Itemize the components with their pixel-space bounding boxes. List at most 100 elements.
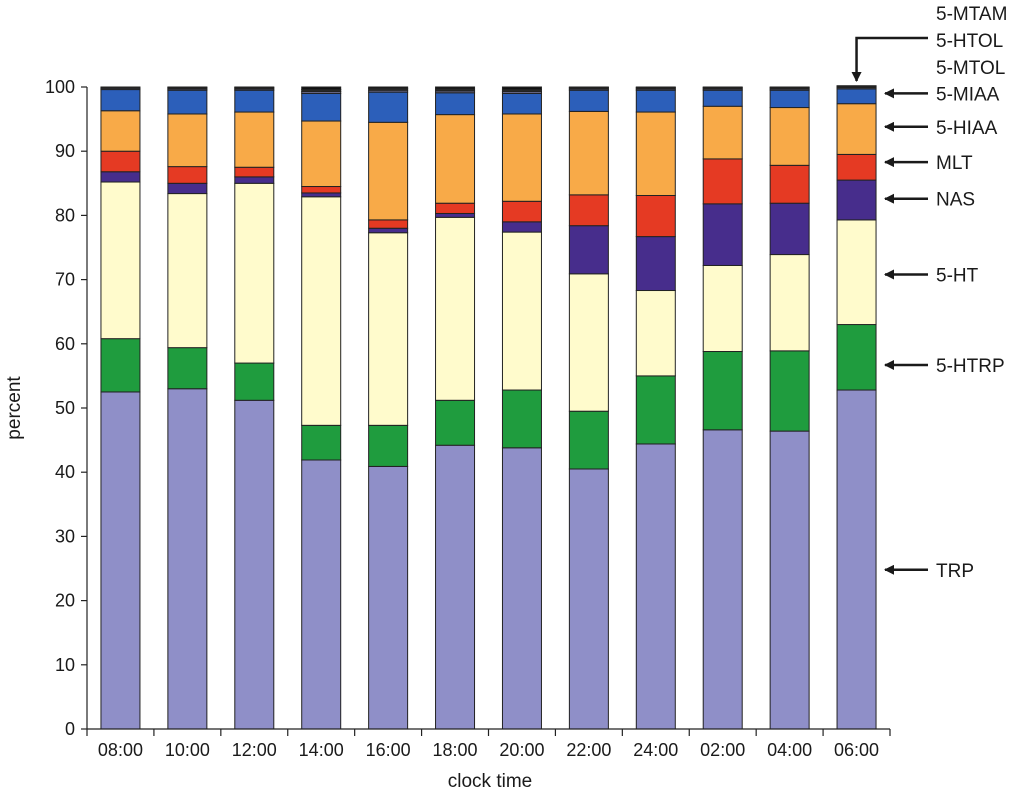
bar-segment-5-hiaa — [635, 111, 676, 196]
bar-segment-5-ht — [836, 219, 877, 326]
bar-segment-5-mtam — [635, 86, 676, 89]
y-tick-label: 40 — [55, 462, 75, 482]
bar-segment-5-miaa — [769, 89, 810, 109]
bar-segment-5-miaa — [301, 92, 342, 122]
bar-segment-trp — [368, 465, 409, 730]
bar-segment-nas — [769, 202, 810, 256]
legend: 5-MTAM 5-HTOL 5-MTOL 5-MIAA 5-HIAA MLT NAS 5-HT… — [851, 4, 1007, 582]
bar-stack — [769, 86, 810, 730]
legend-label-5-mtol: 5-MTOL — [936, 58, 1005, 79]
bar-segment-5-htrp — [167, 347, 208, 390]
x-tick-label: 18:00 — [433, 740, 478, 760]
y-axis: 0 10 20 30 40 50 60 70 80 90 100 — [45, 77, 88, 739]
bar-segment-mlt — [234, 166, 275, 178]
x-axis: 08:00 10:00 12:00 14:00 16:00 18:00 20:00 22:00… — [86, 728, 891, 760]
x-tick-label: 08:00 — [98, 740, 143, 760]
bar-segment-5-ht — [301, 196, 342, 426]
bar-segment-5-miaa — [568, 89, 609, 112]
bar-segment-5-miaa — [100, 89, 141, 112]
bar-segment-5-mtam — [301, 86, 342, 91]
bar-segment-5-ht — [635, 290, 676, 377]
bar-segment-5-miaa — [702, 89, 743, 107]
bar-segment-5-ht — [100, 181, 141, 340]
bar-segment-5-hiaa — [568, 110, 609, 196]
x-tick-label: 24:00 — [633, 740, 678, 760]
bar-segment-5-hiaa — [836, 103, 877, 155]
bar-segment-nas — [702, 203, 743, 266]
legend-label-5-htol: 5-HTOL — [936, 31, 1003, 52]
bar-segment-nas — [435, 212, 476, 218]
x-tick-label: 10:00 — [165, 740, 210, 760]
bar-segment-5-ht — [435, 216, 476, 401]
bar-segment-nas — [368, 227, 409, 234]
bar-stack — [501, 86, 542, 730]
bar-segment-5-hiaa — [702, 105, 743, 160]
bar-segment-nas — [100, 171, 141, 183]
bar-segment-5-hiaa — [167, 113, 208, 168]
bar-stack — [301, 86, 342, 730]
bar-segment-mlt — [167, 166, 208, 184]
y-axis-title: percent — [4, 376, 25, 440]
bar-segment-5-htrp — [635, 375, 676, 445]
y-tick-label: 10 — [55, 655, 75, 675]
bar-segment-nas — [568, 225, 609, 275]
bar-stack — [836, 85, 877, 730]
bar-segment-trp — [501, 447, 542, 730]
bar-segment-5-ht — [167, 193, 208, 349]
bar-segment-mlt — [100, 150, 141, 173]
bar-stack — [368, 86, 409, 730]
legend-label-5-hiaa: 5-HIAA — [936, 118, 998, 139]
bar-segment-5-ht — [568, 273, 609, 412]
y-tick-label: 30 — [55, 526, 75, 546]
bar-segment-5-mtam — [702, 86, 743, 89]
bar-segment-mlt — [568, 194, 609, 227]
y-tick-label: 0 — [65, 719, 75, 739]
bar-segment-5-mtam — [836, 85, 877, 87]
x-tick-label: 04:00 — [767, 740, 812, 760]
x-tick-label: 22:00 — [566, 740, 611, 760]
bar-segment-5-htrp — [501, 389, 542, 449]
legend-label-5-mtam: 5-MTAM — [936, 4, 1007, 25]
bar-segment-5-ht — [702, 264, 743, 353]
bar-segment-mlt — [702, 158, 743, 205]
legend-label-nas: NAS — [936, 190, 975, 211]
y-tick-label: 80 — [55, 205, 75, 225]
y-tick-label: 60 — [55, 334, 75, 354]
x-tick-label: 06:00 — [834, 740, 879, 760]
bar-stack — [635, 86, 676, 730]
bar-segment-5-miaa — [435, 92, 476, 116]
bar-segment-mlt — [769, 164, 810, 204]
bar-segment-5-miaa — [836, 88, 877, 105]
bar-segment-nas — [301, 192, 342, 198]
bar-segment-mlt — [836, 153, 877, 181]
bar-segment-5-ht — [234, 182, 275, 364]
bar-segment-5-mtam — [167, 86, 208, 89]
bar-segment-nas — [234, 176, 275, 184]
bar-segment-trp — [167, 388, 208, 730]
bar-segment-nas — [501, 221, 542, 233]
x-tick-label: 14:00 — [299, 740, 344, 760]
bar-segment-5-hiaa — [435, 114, 476, 204]
bar-segment-5-miaa — [167, 89, 208, 115]
bar-segment-5-htrp — [435, 399, 476, 446]
x-tick-label: 20:00 — [499, 740, 544, 760]
bar-segment-5-miaa — [501, 92, 542, 115]
bar-segment-5-hiaa — [234, 111, 275, 168]
bar-segment-5-miaa — [234, 89, 275, 113]
bar-segment-5-htrp — [100, 338, 141, 393]
bar-stack — [568, 86, 609, 730]
y-tick-label: 50 — [55, 398, 75, 418]
bar-segment-nas — [836, 179, 877, 221]
bar-segment-5-mtam — [368, 86, 409, 89]
bar-segment-trp — [769, 430, 810, 730]
bar-stack — [100, 86, 141, 730]
bar-stack — [167, 86, 208, 730]
legend-arrow-top-group — [851, 36, 928, 82]
bar-segment-trp — [234, 399, 275, 730]
bar-segment-5-mtam — [501, 86, 542, 91]
legend-label-trp: TRP — [936, 561, 974, 582]
bar-segment-mlt — [501, 200, 542, 223]
bar-segment-trp — [836, 389, 877, 730]
y-tick-label: 70 — [55, 270, 75, 290]
